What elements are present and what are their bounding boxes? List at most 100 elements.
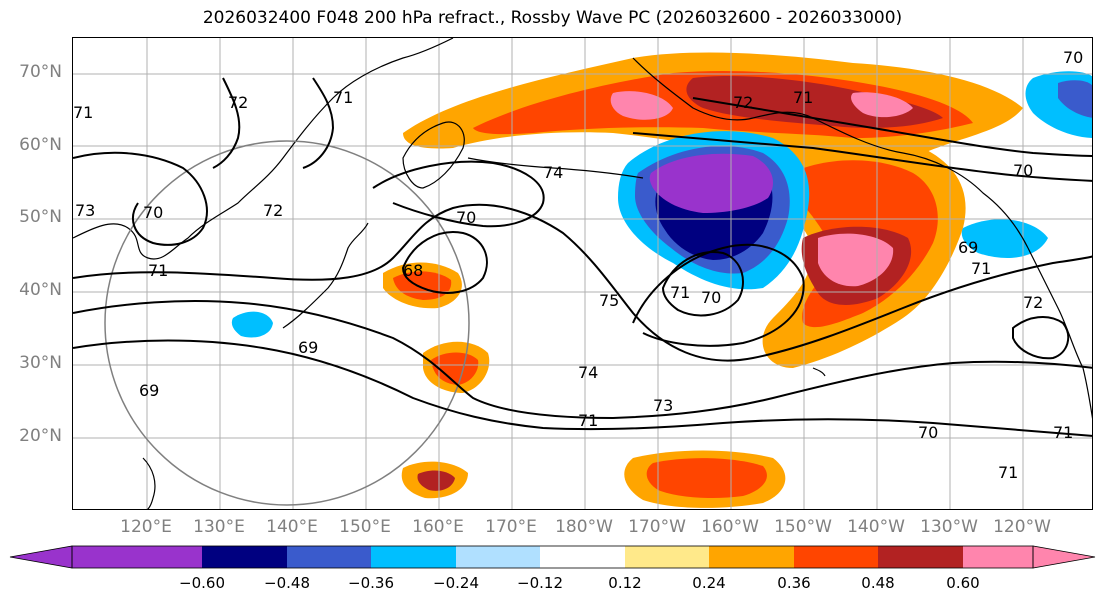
lon-label-150w: 150°W (774, 517, 832, 537)
contour-line-d (73, 151, 208, 246)
lat-label-70: 70°N (19, 62, 62, 82)
lat-label-40: 40°N (19, 280, 62, 300)
contour-layer (73, 77, 1092, 437)
lon-label-120e: 120°E (120, 517, 172, 537)
colorbar-segments (72, 546, 1033, 568)
positive-anomaly-gulf-alaska-peak (818, 233, 894, 287)
colorbar-frame (71, 545, 1034, 569)
contour-label-27: 71 (1053, 423, 1073, 442)
contour-label-28: 70 (1063, 48, 1083, 67)
positive-anomaly-south-band-core (646, 458, 767, 498)
contour-label-13: 75 (599, 291, 619, 310)
lat-label-30: 30°N (19, 353, 62, 373)
contour-line-j (632, 132, 1092, 182)
lon-label-140e: 140°E (266, 517, 318, 537)
contour-label-23: 71 (971, 259, 991, 278)
colorbar-tick-10: 0.60 (946, 574, 980, 592)
coastline-layer (73, 38, 1092, 509)
lat-label-50: 50°N (19, 207, 62, 227)
positive-anomaly-south-west-core (417, 470, 455, 491)
positive-anomaly-bering-peak (610, 91, 913, 120)
gridline-layer (73, 38, 1092, 509)
contour-line-c (73, 339, 1092, 437)
colorbar-segment (878, 546, 963, 568)
colorbar-max-arrow (1032, 545, 1096, 569)
contour-label-20: 71 (793, 88, 813, 107)
colorbar-segment (202, 546, 287, 568)
contour-line-g (661, 251, 744, 317)
chart-title: 2026032400 F048 200 hPa refract., Rossby… (202, 8, 903, 28)
contour-label-1: 72 (228, 93, 248, 112)
map-canvas: 72 71 71 73 70 72 71 68 69 69 70 74 75 7… (73, 38, 1092, 509)
lon-label-160e: 160°E (412, 517, 464, 537)
negative-anomaly-north-pacific-min (649, 153, 773, 213)
colorbar (9, 545, 1096, 569)
contour-label-8: 68 (403, 261, 423, 280)
contour-label-18: 71 (578, 411, 598, 430)
colorbar-segment (625, 546, 709, 568)
contour-line-l (302, 77, 335, 169)
lon-label-140w: 140°W (847, 517, 905, 537)
lat-label-20: 20°N (19, 426, 62, 446)
negative-anomaly-canada-coast (961, 219, 1048, 258)
lat-label-60: 60°N (19, 135, 62, 155)
contour-line-a (73, 203, 1092, 362)
colorbar-tick-1: −0.60 (179, 574, 225, 592)
negative-anomaly-northeast-core (1058, 80, 1092, 118)
contour-label-9: 69 (298, 338, 318, 357)
colorbar-tick-6: 0.12 (608, 574, 642, 592)
contour-label-7: 71 (148, 261, 168, 280)
lon-label-170w: 170°W (628, 517, 686, 537)
colorbar-tick-2: −0.48 (264, 574, 310, 592)
coastline-east-asia (73, 38, 454, 260)
contour-label-14: 71 (670, 283, 690, 302)
colorbar-segment (287, 546, 371, 568)
colorbar-tick-4: −0.24 (433, 574, 479, 592)
contour-line-b (73, 300, 1092, 420)
contour-label-10: 69 (139, 381, 159, 400)
coastline-alaska (632, 57, 1029, 249)
coastline-japan (282, 222, 369, 329)
contour-line-m (212, 77, 241, 169)
contour-line-i (692, 97, 1092, 157)
contour-label-4: 73 (75, 201, 95, 220)
lon-label-130w: 130°W (920, 517, 978, 537)
contour-line-k (1012, 316, 1070, 360)
contour-label-21: 70 (1013, 161, 1033, 180)
contour-line-e (372, 160, 545, 228)
contour-label-22: 69 (958, 238, 978, 257)
lon-label-130e: 130°E (193, 517, 245, 537)
lon-label-180w: 180°W (555, 517, 613, 537)
map-panel: 72 71 71 73 70 72 71 68 69 69 70 74 75 7… (72, 37, 1093, 510)
lon-label-170e: 170°E (485, 517, 537, 537)
influence-circle (104, 140, 470, 506)
colorbar-min-arrow (9, 545, 73, 569)
coastline-philippines (142, 457, 156, 509)
colorbar-tick-5: −0.12 (517, 574, 563, 592)
contour-label-16: 74 (578, 363, 598, 382)
coastline-north-america-west (1027, 247, 1092, 419)
contour-label-2: 71 (333, 88, 353, 107)
positive-anomaly-subtropical-core (431, 352, 479, 385)
colorbar-segment (540, 546, 625, 568)
contour-label-3: 71 (73, 103, 93, 122)
lon-label-150e: 150°E (339, 517, 391, 537)
lon-label-160w: 160°W (701, 517, 759, 537)
contour-label-11: 70 (456, 208, 476, 227)
colorbar-segment (794, 546, 878, 568)
contour-label-layer: 72 71 71 73 70 72 71 68 69 69 70 74 75 7… (73, 48, 1083, 482)
colorbar-tick-9: 0.48 (861, 574, 895, 592)
lon-label-120w: 120°W (993, 517, 1051, 537)
colorbar-tick-3: −0.36 (348, 574, 394, 592)
colorbar-segment (72, 546, 202, 568)
colorbar-tick-7: 0.24 (692, 574, 726, 592)
colorbar-tick-8: 0.36 (777, 574, 811, 592)
colorbar-segment (709, 546, 794, 568)
contour-label-15: 70 (701, 288, 721, 307)
contour-label-25: 70 (918, 423, 938, 442)
colorbar-segment (456, 546, 540, 568)
contour-line-h (632, 243, 805, 347)
contour-label-12: 74 (543, 163, 563, 182)
coastline-hawaii (812, 367, 826, 377)
contour-label-5: 70 (143, 203, 163, 222)
